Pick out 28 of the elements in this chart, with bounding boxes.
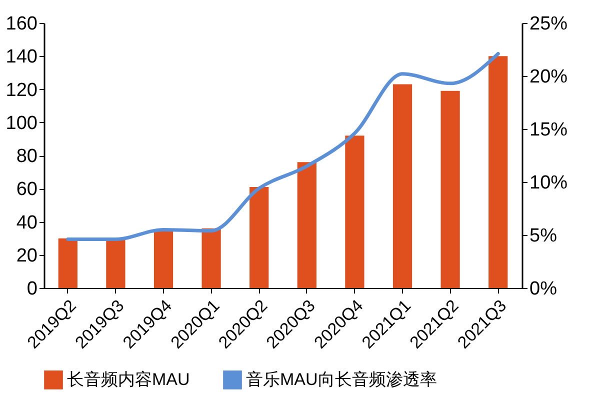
bar [392, 84, 412, 288]
y-tick-label: 120 [6, 80, 38, 101]
y2-tick-label: 10% [530, 172, 568, 194]
y2-tick-label: 15% [530, 120, 568, 140]
bar [345, 136, 364, 288]
y-tick-label: 40 [16, 212, 38, 234]
bar [297, 162, 316, 288]
bar [106, 238, 126, 288]
y2-tick-label: 5% [530, 226, 558, 246]
y2-tick-label: 20% [530, 66, 568, 88]
y2-tick-label: 0% [530, 278, 558, 300]
legend-label: 长音频内容MAU [67, 370, 190, 389]
legend-label: 音乐MAU向长音频渗透率 [246, 370, 437, 389]
bar [488, 56, 508, 288]
bar [250, 186, 269, 288]
y-tick-label: 160 [6, 14, 38, 34]
bar [440, 90, 460, 288]
y-tick-label: 100 [6, 112, 38, 134]
bar [154, 230, 174, 288]
bar [58, 238, 78, 288]
y-tick-label: 140 [6, 46, 38, 68]
line-series [66, 52, 500, 241]
y-tick-label: 0 [26, 278, 38, 300]
bar [202, 228, 221, 288]
y-tick-label: 80 [16, 146, 38, 167]
y2-tick-label: 25% [530, 14, 568, 34]
y-tick-label: 60 [16, 179, 38, 200]
y-tick-label: 20 [16, 245, 38, 266]
